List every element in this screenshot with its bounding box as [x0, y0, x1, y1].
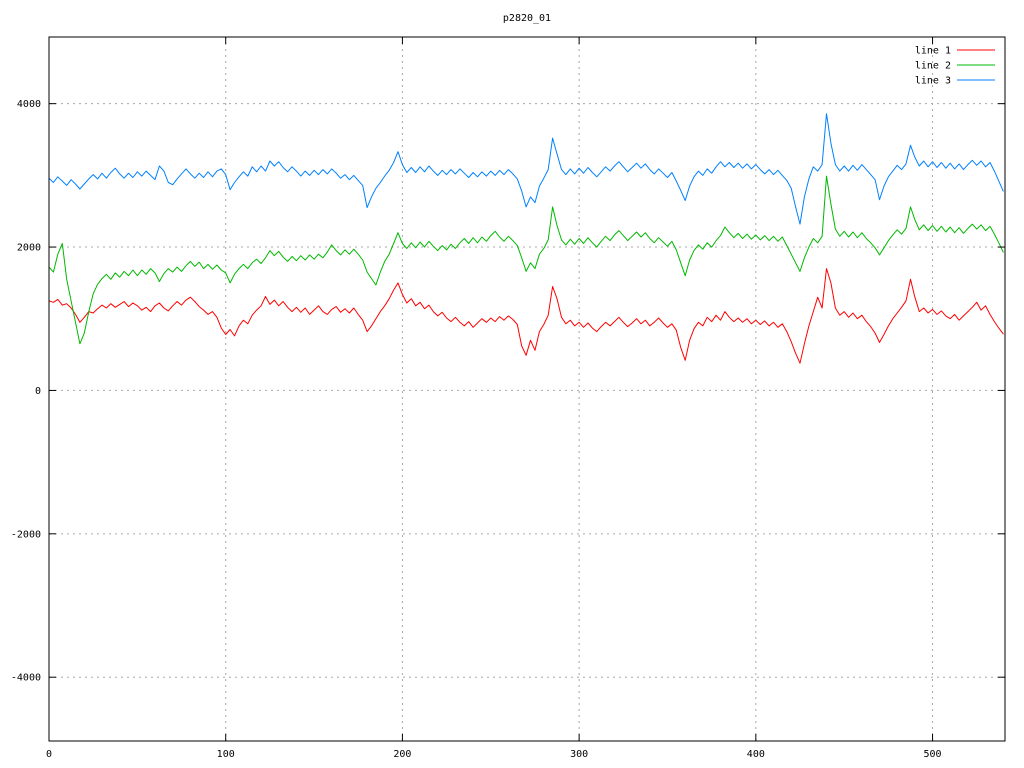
x-tick-label: 0 — [46, 749, 52, 760]
series-line-2 — [49, 175, 1004, 345]
x-tick-label: 400 — [747, 749, 765, 760]
legend-entry-line-1: line 1 — [915, 46, 995, 57]
legend: line 1 line 2 line 3 — [915, 46, 995, 87]
legend-entry-line-3: line 3 — [915, 76, 995, 87]
y-tick-label: 2000 — [17, 243, 41, 254]
y-tick-label: 4000 — [17, 99, 41, 110]
legend-label: line 2 — [915, 61, 951, 72]
legend-entry-line-2: line 2 — [915, 61, 995, 72]
chart-title: p2820_01 — [503, 13, 551, 24]
x-tick-label: 500 — [924, 749, 942, 760]
x-tick-label: 200 — [393, 749, 411, 760]
y-tick-label: -2000 — [11, 529, 41, 540]
series-line-3 — [49, 113, 1004, 225]
x-tick-label: 100 — [217, 749, 235, 760]
ticks-layer — [48, 37, 1005, 741]
y-tick-label: 0 — [35, 386, 41, 397]
plot-border — [48, 36, 1006, 742]
series-layer — [49, 113, 1004, 364]
y-tick-label: -4000 — [11, 673, 41, 684]
series-line-1 — [49, 268, 1004, 364]
x-tick-label: 300 — [570, 749, 588, 760]
legend-label: line 3 — [915, 76, 951, 87]
tick-labels-layer: 0 100 200 300 400 500 -4000 -2000 0 2000 4000 — [11, 99, 942, 760]
legend-label: line 1 — [915, 46, 951, 57]
grid-layer — [49, 37, 1005, 741]
